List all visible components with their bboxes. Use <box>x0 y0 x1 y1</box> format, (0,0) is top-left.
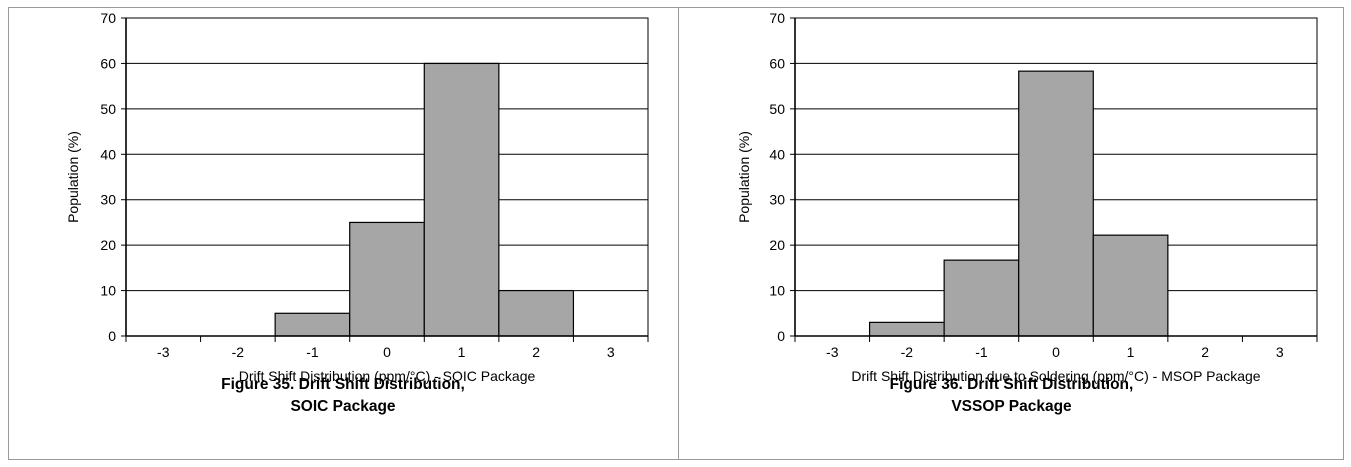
caption-line-1: Figure 36. Drift Shift Distribution, <box>889 376 1134 393</box>
figure-caption: Figure 36. Drift Shift Distribution, VSS… <box>679 374 1344 418</box>
x-tick-label: 2 <box>532 344 540 360</box>
x-axis-label: Drift Shift Distribution (ppm/°C) - SOIC… <box>239 368 536 384</box>
x-tick-label: -3 <box>826 344 839 360</box>
y-tick-label: 70 <box>769 10 785 26</box>
y-tick-label: 50 <box>769 101 785 117</box>
histogram-soic: 0 10 20 30 40 50 60 70 -3 -2 -1 0 1 2 3 Drift Shift Dis… <box>65 10 649 384</box>
caption-line-2: VSSOP Package <box>951 398 1072 415</box>
caption-line-2: SOIC Package <box>290 398 396 415</box>
y-tick-label: 10 <box>100 283 116 299</box>
y-tick-label: 60 <box>100 55 116 71</box>
y-tick-label: 20 <box>769 237 785 253</box>
x-tick-label: -2 <box>901 344 914 360</box>
y-tick-label: 70 <box>100 10 116 26</box>
x-tick-label: 3 <box>1276 344 1284 360</box>
caption-line-1: Figure 35. Drift Shift Distribution, <box>221 376 465 393</box>
y-tick-label: 0 <box>108 328 116 344</box>
y-tick-label: 50 <box>100 101 116 117</box>
x-tick-label: 3 <box>607 344 615 360</box>
histogram-bar <box>498 289 575 337</box>
chart-panel-vssop: 0 10 20 30 40 50 60 70 -3 -2 -1 0 1 2 3 Drift Shift Dis… <box>679 7 1344 460</box>
y-axis-label: Population (%) <box>65 131 81 223</box>
figure-frame <box>8 7 1344 460</box>
y-tick-label: 40 <box>769 146 785 162</box>
y-tick-label: 30 <box>100 192 116 208</box>
x-tick-label: -1 <box>306 344 319 360</box>
histogram-bar <box>274 312 351 337</box>
y-tick-label: 30 <box>769 192 785 208</box>
x-axis-label: Drift Shift Distribution due to Solderin… <box>851 368 1260 384</box>
histogram-bar <box>1092 234 1169 337</box>
y-tick-label: 0 <box>777 328 785 344</box>
x-tick-label: -1 <box>975 344 988 360</box>
histogram-bar <box>349 221 425 337</box>
y-tick-label: 10 <box>769 283 785 299</box>
histogram-vssop: 0 10 20 30 40 50 60 70 -3 -2 -1 0 1 2 3 Drift Shift Dis… <box>736 10 1318 384</box>
figure-divider <box>678 7 679 460</box>
x-tick-label: 2 <box>1201 344 1209 360</box>
x-tick-label: 0 <box>1052 344 1060 360</box>
y-tick-label: 20 <box>100 237 116 253</box>
chart-panel-soic: 0 10 20 30 40 50 60 70 -3 -2 -1 0 1 2 3 Drift Shift Dis… <box>8 7 678 460</box>
x-tick-label: 1 <box>1127 344 1135 360</box>
histogram-bar <box>1018 70 1094 337</box>
y-axis-label: Population (%) <box>736 131 752 223</box>
y-tick-label: 40 <box>100 146 116 162</box>
y-tick-label: 60 <box>769 55 785 71</box>
histogram-bar <box>868 321 945 337</box>
histogram-bar <box>943 259 1020 337</box>
figure-caption: Figure 35. Drift Shift Distribution, SOI… <box>8 374 678 418</box>
x-tick-label: 1 <box>458 344 466 360</box>
x-tick-label: -3 <box>157 344 170 360</box>
x-tick-label: -2 <box>232 344 245 360</box>
x-tick-label: 0 <box>383 344 391 360</box>
histogram-bar <box>423 62 500 337</box>
